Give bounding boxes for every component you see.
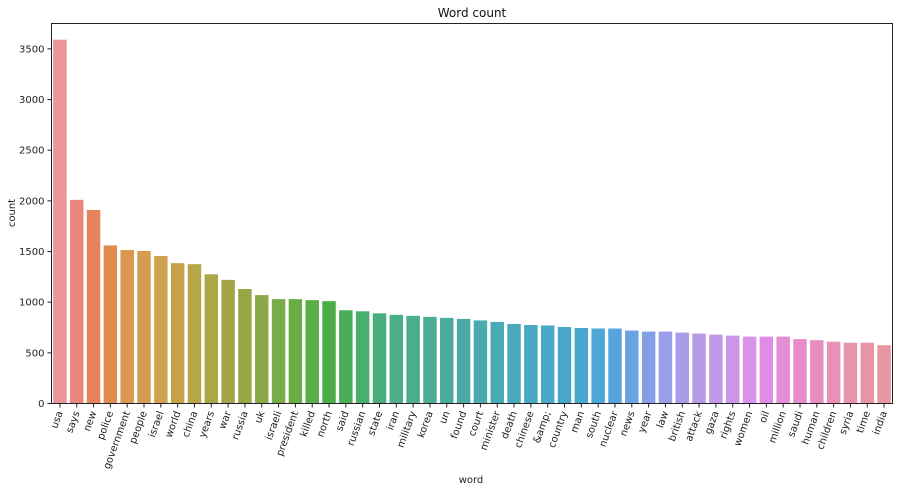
bar-26 <box>490 321 504 404</box>
bar-13 <box>271 299 286 404</box>
y-tick-label: 1500 <box>19 247 44 258</box>
bar-33 <box>608 328 622 404</box>
x-tick-label: years <box>197 410 217 440</box>
bars-group <box>53 39 891 404</box>
bar-28 <box>524 324 538 404</box>
bar-18 <box>355 311 370 404</box>
y-tick-label: 500 <box>25 348 44 359</box>
bar-5 <box>137 250 151 404</box>
x-tick-label: says <box>65 410 83 435</box>
bar-47 <box>843 342 858 404</box>
bar-22 <box>423 316 437 404</box>
x-tick-label: oil <box>758 410 772 425</box>
bar-45 <box>810 340 824 404</box>
bar-42 <box>759 336 774 404</box>
bar-15 <box>305 300 319 404</box>
bar-4 <box>120 249 134 404</box>
bar-27 <box>507 323 521 404</box>
y-tick-label: 1000 <box>19 298 44 309</box>
y-tick-label: 2000 <box>19 196 44 207</box>
bar-32 <box>591 328 605 404</box>
bar-14 <box>288 299 303 404</box>
bar-19 <box>372 313 387 404</box>
bar-10 <box>221 279 235 404</box>
bar-24 <box>456 318 471 404</box>
x-tick-label: law <box>655 410 671 430</box>
bar-23 <box>440 317 454 404</box>
bar-39 <box>709 334 723 404</box>
x-tick-label: news <box>618 410 637 438</box>
x-tick-label: state <box>366 410 385 438</box>
bar-2 <box>86 209 101 404</box>
bar-7 <box>170 263 185 404</box>
bar-34 <box>625 330 639 404</box>
y-tick-label: 3000 <box>19 95 44 106</box>
x-tick-label: uk <box>253 410 268 425</box>
bar-48 <box>860 342 874 404</box>
bar-3 <box>103 245 118 404</box>
x-tick-label: korea <box>416 410 436 440</box>
x-tick-label: man <box>569 410 587 435</box>
bar-40 <box>725 335 740 404</box>
bar-8 <box>187 264 202 404</box>
bar-29 <box>540 325 555 404</box>
bar-25 <box>473 320 488 404</box>
bar-43 <box>776 336 790 404</box>
x-tick-label: said <box>334 410 351 433</box>
bar-20 <box>389 314 404 404</box>
y-tick-label: 2500 <box>19 146 44 157</box>
x-tick-label: gaza <box>703 410 721 436</box>
bar-16 <box>322 301 336 404</box>
bar-1 <box>70 199 84 404</box>
bar-21 <box>406 315 420 404</box>
x-tick-label: found <box>449 410 469 441</box>
x-tick-label: un <box>438 410 453 426</box>
bar-38 <box>692 333 706 404</box>
bar-31 <box>574 328 589 404</box>
bar-36 <box>658 331 673 404</box>
y-tick-label: 3500 <box>19 44 44 55</box>
bar-17 <box>339 310 353 404</box>
bar-35 <box>641 331 656 404</box>
y-tick-label: 0 <box>38 399 44 410</box>
bar-41 <box>742 336 757 404</box>
x-tick-label: war <box>217 409 234 431</box>
x-tick-label: year <box>636 409 654 435</box>
x-tick-label: usa <box>49 410 65 430</box>
x-tick-label: north <box>315 410 335 439</box>
x-tick-label: india <box>871 410 890 437</box>
x-tick-label: time <box>855 410 873 435</box>
bar-44 <box>793 339 807 404</box>
bar-11 <box>238 288 252 404</box>
bar-49 <box>877 345 891 404</box>
bar-46 <box>826 341 841 404</box>
bar-12 <box>255 295 269 404</box>
bar-0 <box>53 39 67 404</box>
bar-37 <box>675 332 689 404</box>
x-tick-label: new <box>82 410 99 433</box>
x-tick-label: syria <box>838 410 857 436</box>
bar-9 <box>204 274 219 404</box>
y-axis-title: count <box>7 199 18 227</box>
y-axis-ticks: 0 500 1000 1500 2000 2500 3000 3500 <box>19 44 52 410</box>
x-tick-label: iran <box>385 410 402 432</box>
plot-frame <box>51 23 893 404</box>
chart-title: Word count <box>438 6 507 20</box>
x-axis-title: word <box>459 475 484 486</box>
bar-6 <box>154 256 168 404</box>
bar-30 <box>557 326 572 404</box>
